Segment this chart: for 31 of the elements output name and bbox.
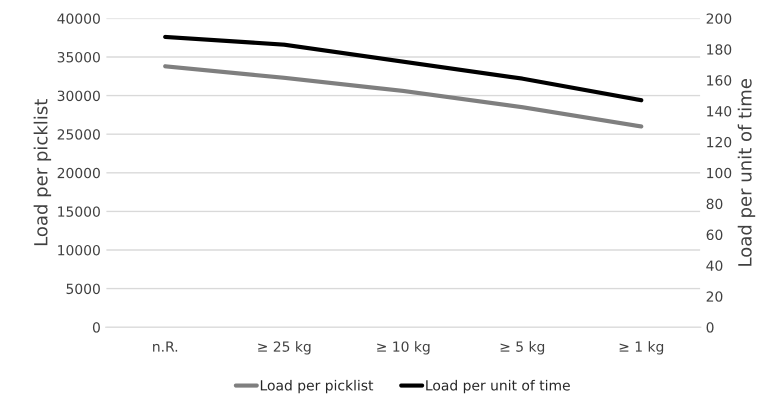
x-tick-label: ≥ 10 kg [377, 341, 430, 355]
y-tick-label: 20000 [58, 168, 100, 178]
y2-tick-label: 20 [706, 291, 722, 302]
legend-label: Load per picklist [260, 380, 374, 394]
y2-tick-label: 140 [707, 106, 732, 117]
y2-tick-label: 0 [706, 322, 714, 333]
y2-tick-label: 40 [706, 260, 722, 271]
x-tick-label: ≥ 25 kg [258, 341, 310, 355]
y2-tick-label: 80 [706, 198, 722, 210]
y-tick-label: 25000 [58, 129, 100, 140]
y2-tick-label: 120 [707, 136, 732, 148]
y2-tick-label: 100 [707, 168, 732, 178]
line-series [163, 64, 644, 129]
y2-axis-title: Load per unit of time [738, 79, 756, 266]
y-tick-label: 5000 [66, 284, 100, 294]
y-axis-title: Load per picklist [34, 99, 52, 246]
y-tick-label: 15000 [58, 206, 100, 217]
line-series [163, 34, 644, 102]
y-tick-label: 35000 [58, 52, 100, 62]
x-tick-label: n.R. [153, 342, 178, 352]
y2-tick-label: 60 [706, 230, 722, 240]
y2-tick-label: 160 [707, 75, 732, 86]
y2-tick-label: 180 [707, 44, 732, 55]
y-tick-label: 0 [92, 322, 100, 333]
y-tick-label: 40000 [57, 13, 100, 24]
y-tick-label: 30000 [58, 90, 100, 102]
x-tick-label: ≥ 1 kg [620, 341, 664, 355]
y2-tick-label: 200 [706, 13, 732, 24]
x-tick-label: ≥ 5 kg [500, 341, 544, 355]
legend-label: Load per unit of time [426, 380, 570, 394]
y-tick-label: 10000 [58, 244, 100, 256]
